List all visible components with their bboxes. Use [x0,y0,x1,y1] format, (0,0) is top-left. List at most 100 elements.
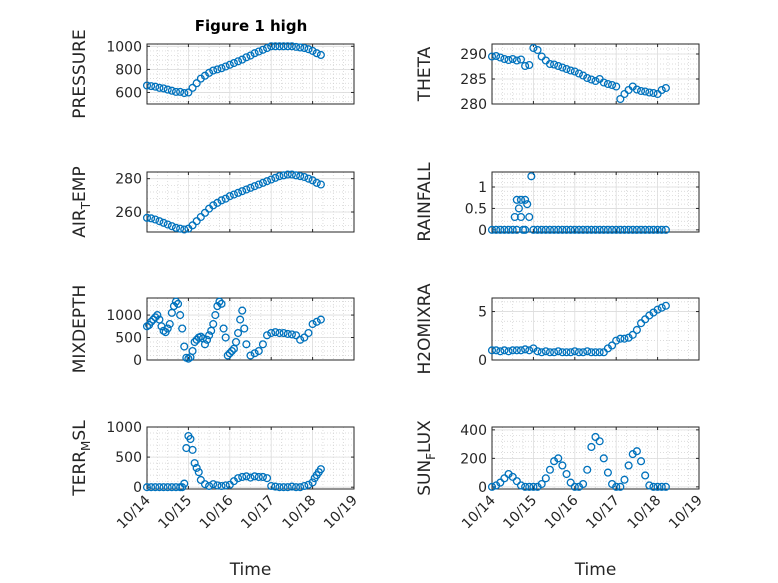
data-point [657,303,666,312]
data-point [263,474,272,483]
data-point [308,478,317,487]
data-point [147,214,156,223]
data-point [176,224,185,233]
data-point [487,225,497,234]
y-tick-label: 0.5 [465,201,487,217]
data-point [579,225,588,234]
data-point [254,180,263,189]
data-point [579,348,588,357]
data-point [525,346,534,355]
data-point [221,62,230,71]
data-point [213,302,222,311]
data-point [661,482,670,491]
data-point [304,480,313,489]
y-tick-label: 600 [115,85,142,101]
data-point [155,483,164,492]
data-point [196,475,205,485]
data-point [525,60,534,70]
data-point [533,347,542,356]
data-point [653,305,662,314]
data-point [566,66,575,75]
data-point [512,195,521,204]
data-point [608,225,617,234]
data-point [263,331,272,340]
y-tick-label: 0 [478,480,487,496]
data-point [616,482,625,491]
data-point [242,340,251,349]
data-point [236,315,245,324]
data-point [155,217,164,226]
data-point [620,225,629,234]
data-point [653,89,662,99]
data-point [240,324,249,333]
data-point [595,437,604,446]
y-tick-label: 260 [115,205,142,221]
data-point [192,217,201,226]
data-point [537,52,546,61]
y-tick-label: 1000 [106,308,142,324]
data-point [304,45,313,54]
data-point [641,87,650,96]
data-point [545,225,555,234]
data-point [250,49,259,58]
data-point [583,225,592,234]
data-point [155,83,164,92]
data-point [217,299,226,308]
data-point [632,225,641,234]
y-tick-label: 200 [460,451,487,467]
y-tick-label: 400 [460,423,487,439]
data-point [200,208,210,217]
data-point [616,94,625,104]
data-point [263,177,272,186]
data-point [591,432,600,442]
data-point [231,337,241,347]
data-point [487,346,497,355]
data-point [566,348,575,357]
data-point [636,225,646,234]
y-tick-label: 800 [115,62,142,78]
data-point [142,213,152,222]
data-point [496,347,505,356]
data-point [554,454,563,463]
data-point [258,45,267,54]
y-tick-label: 1000 [106,420,142,436]
data-point [196,332,205,341]
data-point [242,185,251,194]
data-point [300,333,309,342]
data-point [227,346,236,356]
data-point [558,461,567,470]
data-point [151,313,160,322]
data-point [487,52,497,61]
data-point [221,481,230,490]
data-point [202,335,212,344]
data-point [275,42,284,51]
data-point [267,42,276,51]
data-point [587,442,596,452]
data-point [583,465,592,474]
subplot-2: 260 280 AIRTEMP [70,166,355,238]
data-point [616,225,625,234]
data-point [500,225,509,234]
data-point [624,461,633,470]
data-point [254,346,263,356]
data-point [504,225,513,234]
data-point [579,479,588,489]
data-point [612,482,621,491]
data-point [628,225,637,234]
data-point [192,79,201,88]
axes-box [146,43,355,105]
data-point [238,55,247,64]
data-point [184,88,193,97]
data-point [550,225,559,234]
data-point [529,225,538,234]
data-point [242,53,251,62]
y-tick-label: 500 [115,331,142,347]
data-point [521,195,530,204]
data-point [641,471,650,480]
data-point [512,56,521,65]
data-point [287,42,296,51]
data-point [271,173,280,182]
data-point [291,483,301,492]
data-point [267,175,276,184]
data-point [250,182,259,191]
